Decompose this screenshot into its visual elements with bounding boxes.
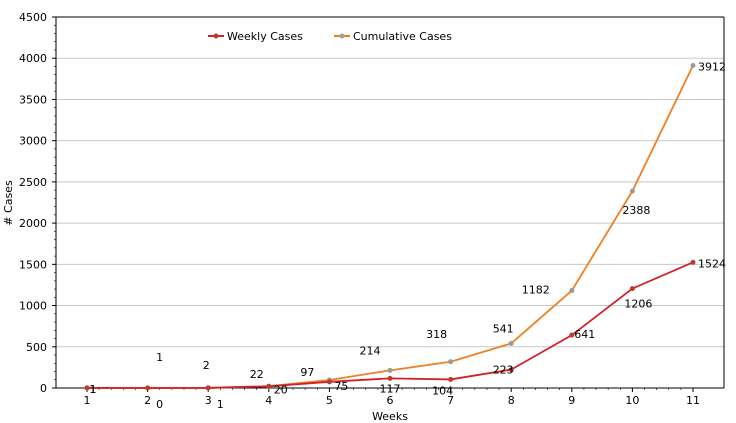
data-label-weekly: 641 — [574, 328, 595, 341]
legend-label-weekly: Weekly Cases — [227, 30, 303, 43]
x-tick-label: 7 — [447, 394, 454, 407]
point-weekly — [145, 385, 151, 391]
y-tick-label: 1500 — [19, 258, 47, 271]
data-label-weekly: 0 — [156, 398, 163, 411]
data-label-cumulative: 1 — [156, 351, 163, 364]
data-label-cumulative: 1182 — [522, 284, 550, 297]
data-label-weekly: 75 — [334, 380, 348, 393]
x-tick-label: 4 — [265, 394, 272, 407]
data-label-weekly: 1206 — [624, 298, 652, 311]
point-weekly — [448, 376, 454, 382]
legend-marker-cumulative — [339, 33, 345, 39]
x-tick-label: 8 — [508, 394, 515, 407]
data-label-cumulative: 214 — [360, 344, 381, 357]
legend-item-weekly: Weekly Cases — [208, 30, 303, 43]
data-label-weekly: 223 — [493, 364, 514, 377]
y-tick-label: 500 — [26, 341, 47, 354]
data-label-cumulative: 22 — [250, 368, 264, 381]
point-cumulative — [569, 288, 575, 294]
y-tick-label: 3500 — [19, 93, 47, 106]
point-cumulative — [629, 188, 635, 194]
y-tick-label: 2000 — [19, 217, 47, 230]
data-label-weekly: 1 — [90, 383, 97, 396]
data-label-cumulative: 2 — [203, 359, 210, 372]
point-cumulative — [387, 367, 393, 373]
legend-label-cumulative: Cumulative Cases — [353, 30, 452, 43]
x-tick-label: 1 — [84, 394, 91, 407]
data-label-cumulative: 1 — [90, 383, 97, 396]
point-weekly — [326, 379, 332, 385]
x-axis-title: Weeks — [372, 410, 408, 423]
data-label-weekly: 20 — [274, 383, 288, 396]
data-label-weekly: 117 — [380, 382, 401, 395]
point-weekly — [205, 385, 211, 391]
point-cumulative — [508, 340, 514, 346]
y-tick-label: 1000 — [19, 300, 47, 313]
data-label-weekly: 104 — [432, 384, 453, 397]
data-label-weekly: 1524 — [698, 257, 726, 270]
data-label-cumulative: 318 — [426, 328, 447, 341]
data-label-cumulative: 3912 — [698, 60, 726, 73]
y-axis-title: # Cases — [2, 180, 15, 226]
point-weekly — [387, 375, 393, 381]
point-weekly — [629, 286, 635, 292]
legend-marker-weekly — [213, 33, 219, 39]
x-tick-label: 5 — [326, 394, 333, 407]
x-tick-label: 10 — [625, 394, 639, 407]
point-weekly — [84, 385, 90, 391]
x-tick-label: 3 — [205, 394, 212, 407]
point-weekly — [690, 259, 696, 265]
legend-item-cumulative: Cumulative Cases — [334, 30, 452, 43]
point-weekly — [569, 332, 575, 338]
x-tick-label: 6 — [387, 394, 394, 407]
series-line-cumulative — [87, 65, 694, 389]
axes: 0 500 1000 1500 2000 2500 3000 3500 4000 4500 1 2 3 4… — [19, 11, 725, 407]
point-weekly — [266, 383, 272, 389]
y-tick-label: 4000 — [19, 52, 47, 65]
y-tick-label: 2500 — [19, 176, 47, 189]
y-tick-label: 4500 — [19, 11, 47, 24]
point-cumulative — [690, 62, 696, 68]
data-label-cumulative: 97 — [300, 366, 314, 379]
data-label-cumulative: 541 — [493, 322, 514, 335]
data-label-cumulative: 2388 — [622, 204, 650, 217]
series-group — [84, 62, 696, 391]
x-tick-label: 11 — [686, 394, 700, 407]
x-tick-label: 9 — [568, 394, 575, 407]
y-tick-label: 0 — [40, 382, 47, 395]
point-cumulative — [448, 359, 454, 365]
y-tick-label: 3000 — [19, 135, 47, 148]
data-label-weekly: 1 — [217, 398, 224, 411]
point-weekly — [508, 367, 514, 373]
x-tick-label: 2 — [144, 394, 151, 407]
legend: Weekly Cases Cumulative Cases — [208, 30, 452, 43]
